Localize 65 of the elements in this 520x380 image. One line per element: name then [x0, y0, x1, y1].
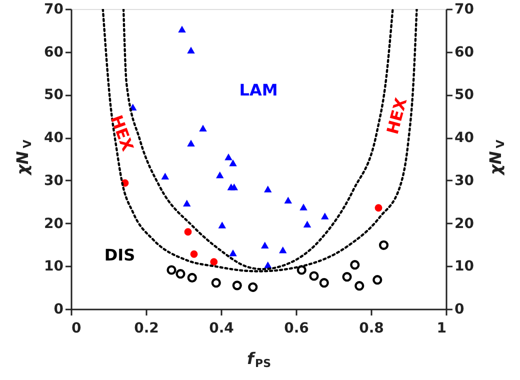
- y-axis-title: χNV: [13, 139, 34, 176]
- annotation: DIS: [104, 245, 136, 264]
- y2-tick-label: 40: [454, 130, 474, 146]
- y2-tick-label: 60: [454, 44, 474, 60]
- point: [187, 140, 195, 146]
- point: [161, 172, 169, 180]
- y2-tick-label: 50: [454, 87, 474, 104]
- point: [372, 275, 382, 285]
- y2-tick-label: 70: [454, 2, 474, 18]
- point: [321, 212, 329, 220]
- point: [300, 204, 308, 210]
- y-tick-label: 50: [44, 87, 64, 104]
- point: [319, 278, 329, 288]
- y-tick-label: 20: [44, 216, 64, 232]
- point: [176, 269, 186, 279]
- y2-axis-title: χNV: [486, 139, 507, 176]
- point: [284, 196, 292, 204]
- point: [166, 265, 176, 275]
- y-tick-label: 0: [54, 302, 64, 318]
- point: [374, 204, 382, 212]
- point: [216, 172, 224, 178]
- x-tick-label: 0: [72, 320, 82, 336]
- point: [210, 258, 218, 266]
- point: [354, 281, 364, 291]
- point: [232, 280, 242, 290]
- point: [211, 278, 221, 288]
- point: [264, 186, 272, 192]
- y2-tick-label: 30: [454, 172, 474, 189]
- x-tick-label: 1: [436, 320, 446, 336]
- point: [178, 26, 186, 32]
- point: [183, 200, 191, 206]
- y-tick-label: 60: [44, 44, 64, 60]
- point: [378, 240, 389, 250]
- point: [248, 282, 258, 292]
- point: [350, 260, 360, 270]
- y-tick-label: 40: [44, 130, 64, 146]
- y2-tick-label: 10: [454, 258, 474, 275]
- point: [303, 220, 312, 228]
- point: [261, 242, 269, 248]
- y2-tick-label: 0: [454, 302, 464, 318]
- point: [229, 250, 237, 256]
- y-tick-label: 70: [44, 2, 64, 18]
- x-tick-label: 0.8: [359, 320, 384, 336]
- x-tick-label: 0.4: [209, 320, 234, 336]
- point: [218, 222, 226, 228]
- y2-tick-label: 20: [454, 216, 474, 232]
- point: [199, 124, 207, 132]
- y-tick-label: 10: [44, 258, 64, 275]
- point: [230, 184, 238, 190]
- point: [187, 46, 195, 54]
- x-tick-label: 0.6: [284, 320, 309, 336]
- y-tick-label: 30: [44, 172, 64, 189]
- x-tick-label: 0.2: [134, 320, 159, 336]
- annotation: HEX: [106, 112, 138, 154]
- point: [296, 265, 306, 275]
- point: [190, 250, 198, 258]
- point: [342, 272, 352, 282]
- annotation: HEX: [382, 95, 411, 136]
- point: [229, 160, 237, 166]
- point: [309, 271, 319, 281]
- point: [224, 154, 232, 160]
- point: [279, 246, 287, 254]
- point: [187, 272, 197, 283]
- point: [184, 228, 192, 236]
- annotation: LAM: [239, 80, 278, 100]
